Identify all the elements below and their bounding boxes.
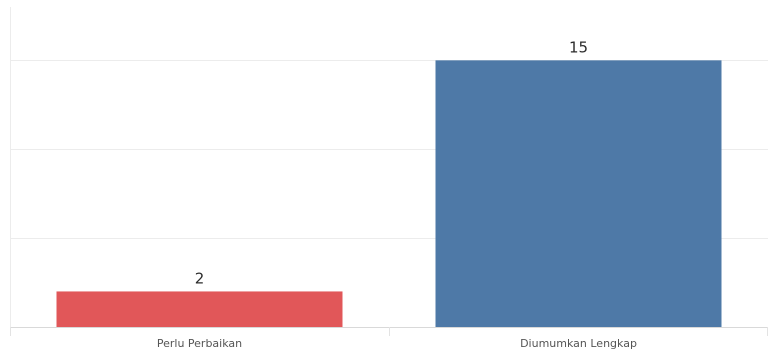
data-label: 15	[569, 38, 588, 56]
bar[interactable]	[435, 60, 722, 327]
tick-label: Perlu Perbaikan	[157, 337, 242, 350]
labels: 2 Perlu Perbaikan 15 Diumumkan Lengkap	[157, 38, 637, 350]
x-axis	[10, 327, 768, 336]
bars	[56, 60, 722, 327]
tick-label: Diumumkan Lengkap	[520, 337, 637, 350]
data-label: 2	[195, 269, 205, 287]
bar[interactable]	[56, 291, 343, 327]
